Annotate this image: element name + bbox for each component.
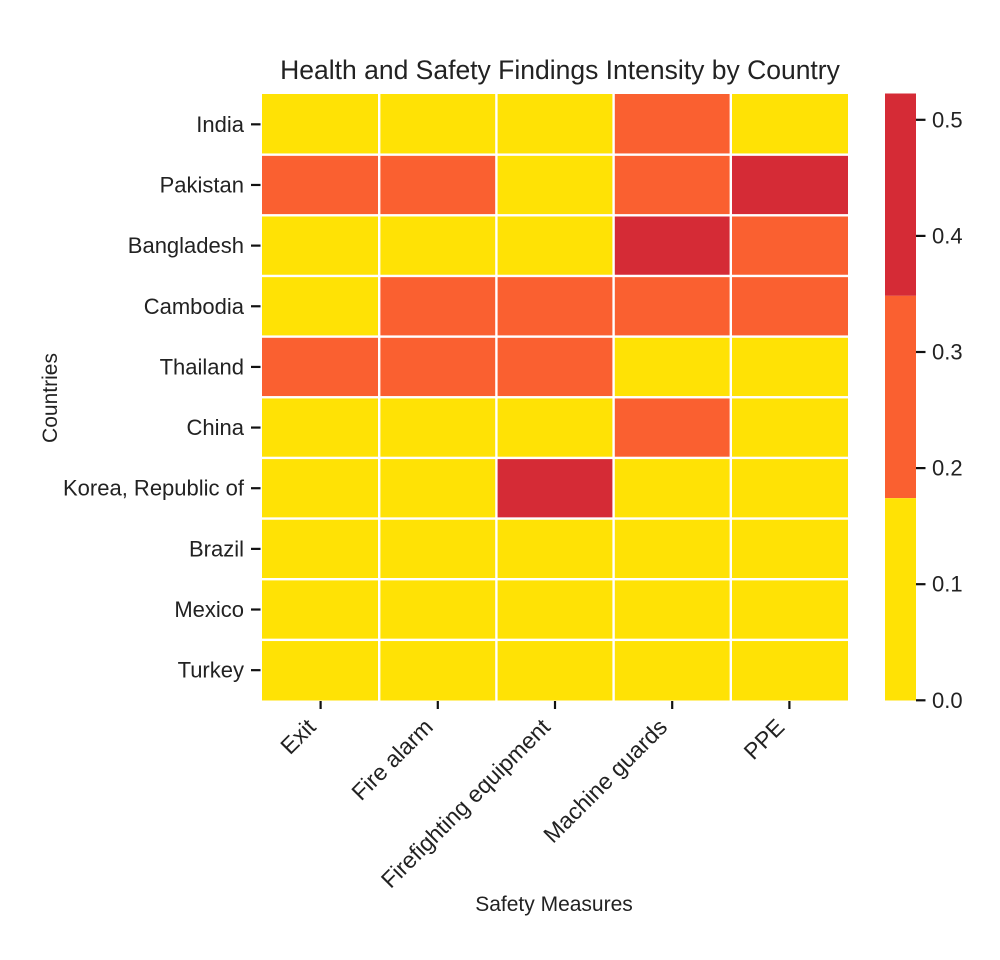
svg-text:Cambodia: Cambodia: [144, 294, 245, 319]
svg-text:0.5: 0.5: [932, 107, 963, 132]
svg-text:Brazil: Brazil: [189, 536, 244, 561]
svg-text:Countries: Countries: [39, 353, 62, 443]
svg-text:0.4: 0.4: [932, 223, 963, 248]
svg-text:0.2: 0.2: [932, 456, 963, 481]
svg-text:Thailand: Thailand: [160, 354, 244, 379]
svg-text:Health and Safety Findings Int: Health and Safety Findings Intensity by …: [280, 55, 840, 85]
svg-text:Korea, Republic of: Korea, Republic of: [63, 476, 245, 501]
svg-text:China: China: [187, 415, 245, 440]
svg-text:Pakistan: Pakistan: [160, 172, 244, 197]
svg-text:0.1: 0.1: [932, 572, 963, 597]
svg-text:Turkey: Turkey: [178, 658, 244, 683]
svg-text:0.3: 0.3: [932, 340, 963, 365]
svg-text:Bangladesh: Bangladesh: [128, 233, 244, 258]
svg-text:India: India: [196, 112, 244, 137]
svg-text:0.0: 0.0: [932, 688, 963, 713]
svg-text:Mexico: Mexico: [174, 597, 244, 622]
svg-text:Safety Measures: Safety Measures: [475, 893, 633, 916]
